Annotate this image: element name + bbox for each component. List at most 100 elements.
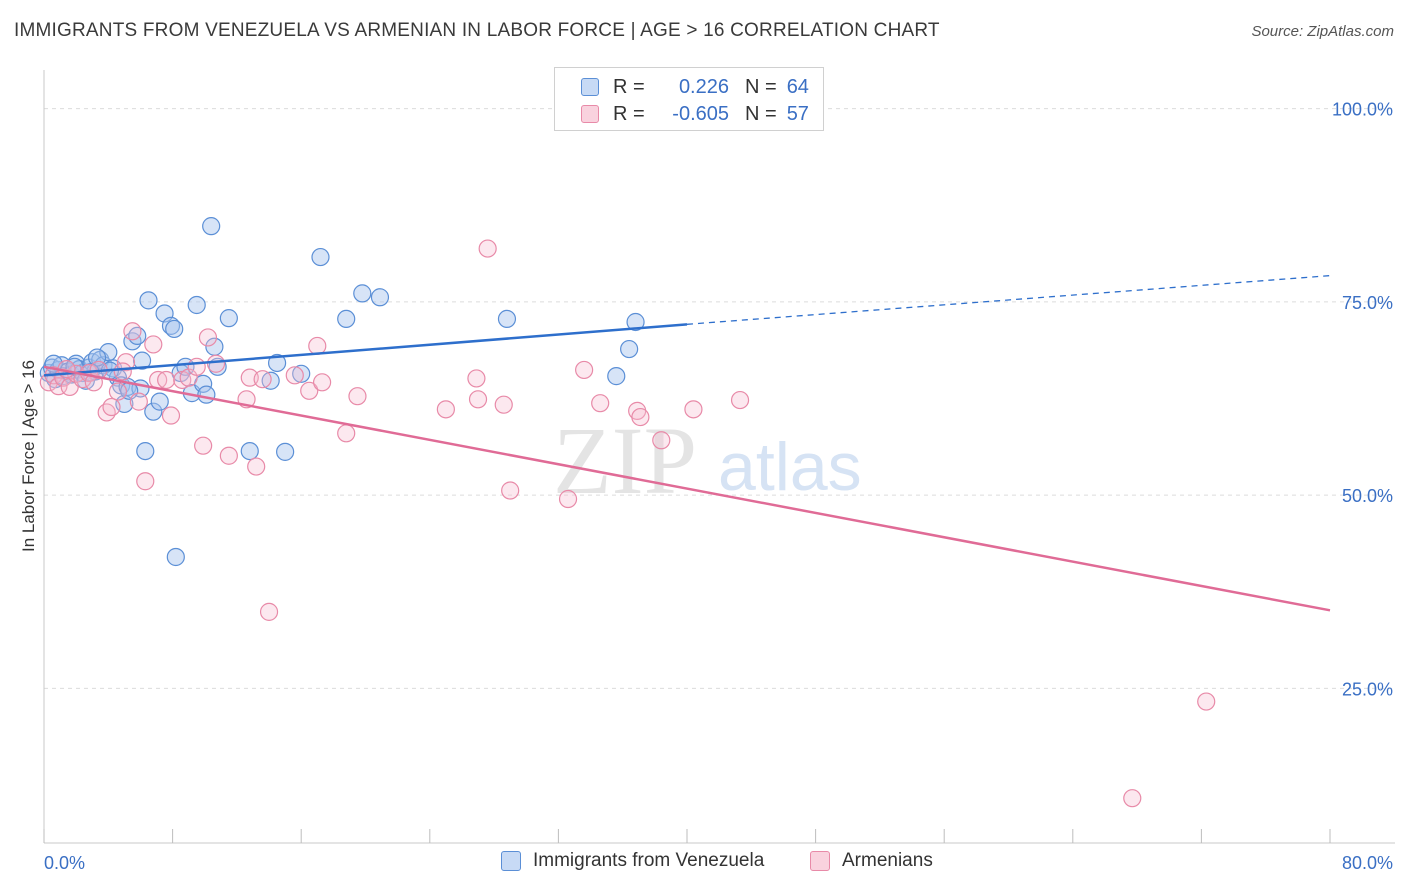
armenian-point — [194, 436, 213, 455]
venezuela-point — [123, 332, 142, 351]
x-tick-label: 80.0% — [1342, 853, 1393, 873]
venezuela-point — [353, 284, 372, 303]
armenian-point — [478, 239, 497, 258]
legend-n-label: N = — [745, 75, 777, 98]
chart-source: Source: ZipAtlas.com — [1251, 23, 1394, 40]
armenian-point — [436, 400, 455, 419]
venezuela-point — [219, 309, 238, 328]
armenian-trend-line — [43, 365, 1331, 612]
venezuela-point — [607, 367, 626, 386]
venezuela-point — [626, 312, 645, 332]
watermark-zip: ZIP — [553, 407, 697, 514]
venezuela-point — [311, 247, 330, 267]
venezuela-point — [187, 295, 206, 315]
armenian-point — [206, 354, 226, 373]
legend-swatch-pink — [810, 851, 830, 871]
venezuela-point — [292, 364, 311, 383]
armenian-point — [684, 400, 703, 419]
legend-n-label: N = — [745, 102, 777, 125]
legend-n-value: 64 — [786, 75, 809, 98]
venezuela-point — [337, 309, 356, 329]
armenian-point — [113, 362, 132, 381]
venezuela-point — [132, 351, 152, 370]
armenian-point — [219, 446, 238, 465]
venezuela-point — [197, 385, 216, 404]
armenian-point — [161, 406, 181, 425]
armenian-point — [312, 373, 332, 392]
y-tick-label: 100.0% — [1332, 100, 1393, 120]
armenian-point — [285, 366, 304, 385]
venezuela-point — [139, 291, 158, 310]
armenian-point — [730, 390, 750, 410]
venezuela-trend-extension — [686, 274, 1331, 325]
armenian-point — [467, 369, 486, 388]
legend-row-armenians: R = -0.605 N = 57 — [581, 101, 809, 127]
venezuela-point — [150, 392, 169, 411]
venezuela-point — [240, 441, 259, 461]
armenian-point — [259, 602, 279, 621]
legend-r-value: 0.226 — [678, 75, 729, 98]
legend-r-label: R = — [613, 75, 645, 98]
armenian-point — [308, 336, 327, 356]
armenian-point — [468, 390, 488, 409]
armenian-point — [558, 489, 578, 509]
venezuela-point — [165, 319, 184, 339]
armenian-point — [1197, 692, 1216, 711]
armenian-point — [348, 387, 367, 406]
y-axis-label: In Labor Force | Age > 16 — [19, 360, 38, 552]
y-tick-label: 75.0% — [1342, 293, 1393, 313]
armenian-point — [157, 370, 176, 390]
legend-swatch-blue — [581, 78, 599, 96]
armenian-point — [247, 457, 266, 476]
armenian-point — [575, 360, 594, 380]
armenian-point — [108, 382, 128, 401]
venezuela-trend-line — [43, 323, 688, 377]
armenian-point — [652, 431, 671, 450]
y-tick-label: 25.0% — [1342, 679, 1393, 699]
venezuela-point — [620, 339, 639, 359]
series-legend: Immigrants from Venezuela Armenians — [0, 850, 1406, 880]
venezuela-point — [161, 316, 181, 335]
legend-swatch-pink — [581, 105, 599, 123]
legend-swatch-blue — [501, 851, 521, 871]
venezuela-point — [276, 442, 295, 461]
armenian-point — [494, 395, 513, 414]
armenian-point — [300, 381, 319, 400]
legend-r-value: -0.605 — [672, 102, 729, 125]
legend-label-venezuela: Immigrants from Venezuela — [533, 850, 765, 871]
venezuela-point — [144, 402, 163, 421]
armenian-point — [123, 322, 142, 341]
armenian-point — [253, 370, 272, 389]
chart-title: IMMIGRANTS FROM VENEZUELA VS ARMENIAN IN… — [14, 20, 940, 41]
legend-row-venezuela: R = 0.226 N = 64 — [581, 74, 809, 100]
correlation-legend: R = 0.226 N = 64 R = -0.605 N = 57 — [554, 67, 824, 131]
legend-label-armenians: Armenians — [842, 850, 933, 871]
watermark-atlas: atlas — [718, 429, 862, 505]
legend-item-venezuela: Immigrants from Venezuela — [501, 850, 764, 872]
armenian-point — [337, 424, 356, 443]
armenian-point — [187, 357, 206, 376]
armenian-point — [198, 328, 218, 347]
venezuela-point — [267, 353, 287, 373]
legend-r-label: R = — [613, 102, 645, 125]
venezuela-point — [166, 547, 185, 567]
armenian-point — [1123, 789, 1142, 808]
venezuela-point — [202, 217, 221, 236]
armenian-point — [144, 335, 163, 354]
armenian-point — [591, 394, 610, 413]
venezuela-point — [497, 309, 517, 329]
armenian-point — [136, 472, 155, 491]
venezuela-point — [370, 288, 390, 307]
venezuela-point — [136, 441, 155, 461]
legend-n-value: 57 — [786, 102, 809, 125]
armenian-point — [501, 481, 520, 500]
armenian-point — [97, 403, 116, 422]
x-tick-label: 0.0% — [44, 853, 85, 873]
y-tick-label: 50.0% — [1342, 486, 1393, 506]
armenian-point — [631, 407, 650, 427]
venezuela-point — [99, 343, 118, 362]
legend-item-armenians: Armenians — [810, 850, 933, 872]
armenian-point — [102, 397, 121, 417]
armenian-point — [129, 392, 148, 411]
